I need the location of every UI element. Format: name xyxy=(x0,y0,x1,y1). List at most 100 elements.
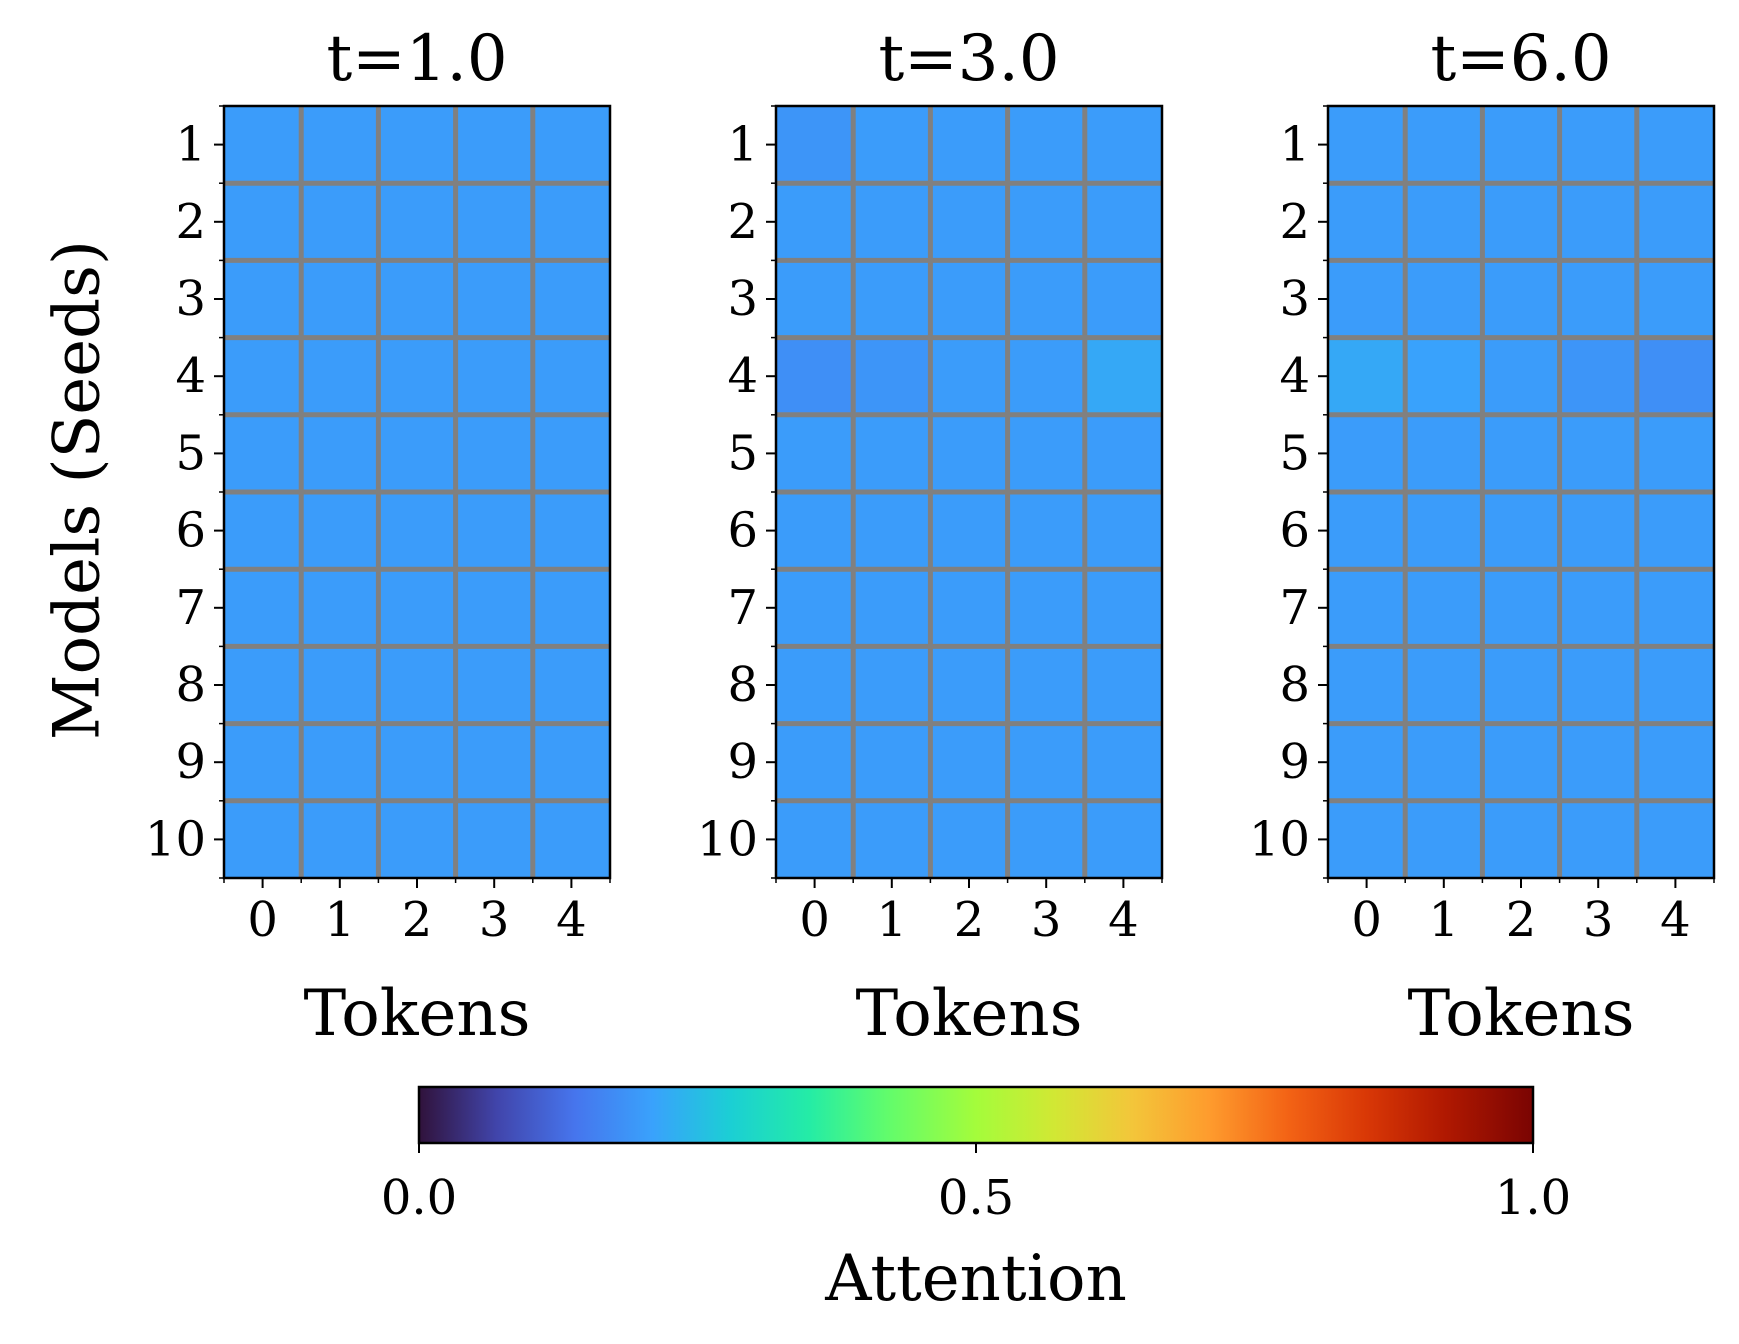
y-tick-label: 7 xyxy=(727,580,758,636)
heatmap-cell xyxy=(1482,337,1560,415)
heatmap-cell xyxy=(532,800,610,878)
panel-title: t=3.0 xyxy=(878,22,1059,96)
y-tick-label: 3 xyxy=(175,271,206,327)
heatmap-cell xyxy=(853,569,931,647)
heatmap-cell xyxy=(1405,414,1483,492)
heatmap-cell xyxy=(1007,800,1085,878)
heatmap-cell xyxy=(1084,260,1162,338)
heatmap-cell xyxy=(532,646,610,724)
heatmap-cell xyxy=(1405,723,1483,801)
heatmap-cell xyxy=(1636,260,1714,338)
heatmap-cell xyxy=(1007,414,1085,492)
heatmap-cell xyxy=(1636,492,1714,570)
heatmap-cell xyxy=(532,492,610,570)
heatmap-cell xyxy=(776,106,854,184)
y-tick-label: 10 xyxy=(145,811,206,867)
heatmap-cell xyxy=(1405,492,1483,570)
heatmap-cell xyxy=(853,646,931,724)
heatmap-cell xyxy=(224,800,302,878)
heatmap-cell xyxy=(930,800,1008,878)
y-tick-label: 2 xyxy=(727,194,758,250)
heatmap-cell xyxy=(378,337,456,415)
x-tick-label: 3 xyxy=(1583,892,1614,948)
heatmap-cell xyxy=(455,723,533,801)
x-axis-label: Tokens xyxy=(1408,977,1635,1051)
heatmap-cell xyxy=(1559,106,1637,184)
heatmap-cell xyxy=(1559,646,1637,724)
heatmap-cell xyxy=(455,106,533,184)
y-tick-label: 1 xyxy=(175,117,206,173)
heatmap-cell xyxy=(301,260,379,338)
x-tick-label: 2 xyxy=(1506,892,1537,948)
y-tick-label: 9 xyxy=(1279,734,1310,790)
heatmap-cell xyxy=(1007,492,1085,570)
heatmap-cell xyxy=(1559,800,1637,878)
heatmap-cell xyxy=(1482,106,1560,184)
heatmap-cell xyxy=(532,414,610,492)
heatmap-cell xyxy=(776,260,854,338)
heatmap-cell xyxy=(455,260,533,338)
heatmap-cell xyxy=(224,723,302,801)
heatmap-cell xyxy=(1328,492,1406,570)
y-tick-label: 8 xyxy=(1279,657,1310,713)
y-tick-label: 1 xyxy=(727,117,758,173)
x-tick-label: 3 xyxy=(1031,892,1062,948)
heatmap-cell xyxy=(1559,723,1637,801)
heatmap-cell xyxy=(455,569,533,647)
heatmap-cell xyxy=(1405,106,1483,184)
colorbar-tick-label: 0.5 xyxy=(938,1170,1014,1226)
x-tick-label: 0 xyxy=(1351,892,1382,948)
heatmap-cell xyxy=(224,260,302,338)
heatmap-cell xyxy=(224,183,302,261)
heatmap-cell xyxy=(1405,569,1483,647)
heatmap-cell xyxy=(853,106,931,184)
y-tick-label: 8 xyxy=(175,657,206,713)
heatmap-cell xyxy=(1559,337,1637,415)
heatmap-cell xyxy=(378,723,456,801)
y-tick-label: 8 xyxy=(727,657,758,713)
y-tick-label: 4 xyxy=(1279,348,1310,404)
heatmap-cell xyxy=(378,106,456,184)
heatmap-cell xyxy=(1328,569,1406,647)
y-axis-label: Models (Seeds) xyxy=(41,240,115,740)
heatmap-cell xyxy=(1482,183,1560,261)
colorbar-gradient xyxy=(417,1085,1535,1145)
heatmap-cell xyxy=(1007,569,1085,647)
heatmap-cell xyxy=(1328,414,1406,492)
heatmap-cell xyxy=(301,106,379,184)
heatmap-cell xyxy=(301,492,379,570)
heatmap-cell xyxy=(1084,414,1162,492)
y-tick-label: 4 xyxy=(175,348,206,404)
heatmap-cell xyxy=(1405,260,1483,338)
heatmap-cell xyxy=(1559,260,1637,338)
y-tick-label: 9 xyxy=(727,734,758,790)
heatmap-cell xyxy=(1482,492,1560,570)
heatmap-cell xyxy=(930,183,1008,261)
x-tick-label: 0 xyxy=(799,892,830,948)
heatmap-cell xyxy=(930,337,1008,415)
x-tick-label: 4 xyxy=(556,892,587,948)
heatmap-cell xyxy=(378,800,456,878)
heatmap-cell xyxy=(301,723,379,801)
heatmap-cell xyxy=(1084,492,1162,570)
y-tick-label: 7 xyxy=(175,580,206,636)
heatmap-cell xyxy=(301,800,379,878)
y-tick-label: 7 xyxy=(1279,580,1310,636)
heatmap-cell xyxy=(224,414,302,492)
heatmap-cell xyxy=(378,183,456,261)
heatmap-cell xyxy=(455,183,533,261)
heatmap-cell xyxy=(1405,183,1483,261)
heatmap-cell xyxy=(1636,646,1714,724)
heatmap-cell xyxy=(532,106,610,184)
heatmap-cell xyxy=(853,800,931,878)
heatmap-cell xyxy=(378,414,456,492)
heatmap-cell xyxy=(853,183,931,261)
panel-title: t=6.0 xyxy=(1430,22,1611,96)
heatmap-cell xyxy=(1328,260,1406,338)
heatmap-cell xyxy=(1636,414,1714,492)
heatmap-cell xyxy=(776,646,854,724)
x-axis-label: Tokens xyxy=(304,977,531,1051)
heatmap-cell xyxy=(930,106,1008,184)
heatmap-cell xyxy=(1328,337,1406,415)
heatmap-cell xyxy=(378,492,456,570)
